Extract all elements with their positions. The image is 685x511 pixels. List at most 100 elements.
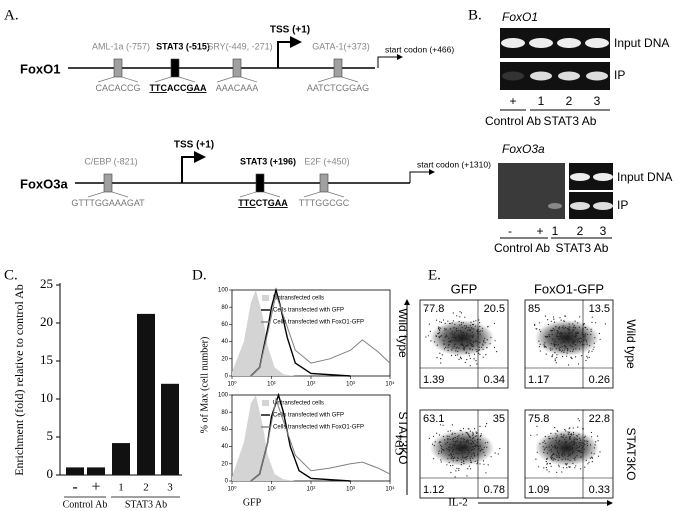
cell-dot: [552, 329, 554, 331]
cell-dot: [439, 424, 442, 426]
cell-dot: [591, 452, 593, 454]
cell-dot: [489, 343, 491, 345]
cell-dot: [447, 437, 449, 440]
cell-dot: [473, 320, 475, 322]
cell-dot: [580, 455, 582, 457]
cell-dot: [577, 338, 579, 340]
cell-dot: [551, 356, 553, 358]
cell-dot: [486, 446, 488, 448]
cell-dot: [550, 432, 552, 434]
cell-dot: [460, 324, 463, 326]
cell-dot: [450, 341, 452, 343]
cell-dot: [440, 441, 442, 443]
cell-dot: [556, 446, 559, 448]
cell-dot: [439, 352, 441, 354]
cell-dot: [471, 446, 473, 448]
cell-dot: [460, 338, 462, 340]
band: [593, 173, 613, 181]
cell-dot: [469, 335, 471, 337]
cell-dot: [588, 356, 590, 358]
cell-dot: [459, 443, 461, 445]
cell-dot: [559, 326, 561, 328]
cell-dot: [591, 457, 594, 459]
cell-dot: [479, 450, 481, 452]
cell-dot: [577, 418, 579, 420]
cell-dot: [558, 454, 560, 456]
lane-label: 2: [577, 224, 584, 238]
cell-dot: [479, 445, 481, 447]
cell-dot: [572, 342, 574, 344]
cell-dot: [566, 467, 568, 469]
fan-line: [239, 191, 257, 198]
cell-dot: [561, 349, 564, 351]
x-tick-label: -: [72, 479, 77, 496]
x-tick-label: 3: [167, 482, 173, 494]
cell-dot: [590, 328, 592, 330]
cell-dot: [454, 332, 456, 334]
cell-dot: [547, 319, 549, 321]
cell-dot: [562, 467, 565, 469]
cell-dot: [473, 328, 475, 330]
sequence-part: GAA: [268, 198, 289, 208]
cell-dot: [568, 454, 570, 456]
cell-dot: [556, 333, 558, 335]
cell-dot: [432, 435, 435, 437]
cell-dot: [454, 334, 456, 336]
cell-dot: [425, 336, 427, 338]
cell-dot: [583, 344, 585, 346]
cell-dot: [482, 356, 484, 358]
site-box: [103, 173, 113, 193]
cell-dot: [460, 464, 462, 466]
cell-dot: [560, 333, 562, 335]
cell-dot: [555, 446, 557, 448]
cell-dot: [476, 341, 478, 343]
cell-dot: [471, 453, 473, 455]
cell-dot: [583, 339, 585, 341]
cell-dot: [426, 309, 428, 311]
cell-dot: [552, 458, 554, 460]
legend-swatch: [262, 295, 269, 301]
quadrant-value: 85: [528, 303, 540, 315]
cell-dot: [483, 446, 485, 448]
cell-dot: [592, 348, 594, 350]
cell-dot: [554, 338, 556, 340]
cell-dot: [572, 451, 574, 453]
quadrant-value: 0.26: [589, 374, 610, 386]
cell-dot: [554, 459, 556, 461]
cell-dot: [456, 315, 458, 317]
cell-dot: [446, 435, 448, 437]
cell-dot: [438, 331, 441, 333]
quadrant-value: 20.5: [484, 303, 505, 315]
cell-dot: [575, 338, 577, 340]
sequence-part: TTC: [238, 198, 256, 208]
cell-dot: [497, 453, 499, 455]
site-label: E2F (+450): [304, 156, 349, 166]
y-tick-label: 5: [47, 428, 54, 443]
cell-dot: [466, 340, 468, 342]
cell-dot: [556, 354, 558, 356]
cell-dot: [458, 340, 460, 342]
cell-dot: [465, 325, 467, 327]
cell-dot: [467, 343, 469, 345]
cell-dot: [552, 454, 554, 456]
cell-dot: [566, 463, 568, 465]
y-tick-label: 100: [218, 393, 229, 399]
cell-dot: [476, 463, 478, 465]
cell-dot: [566, 338, 568, 340]
cell-dot: [464, 441, 466, 443]
cell-dot: [438, 434, 440, 436]
cell-dot: [460, 438, 462, 440]
site-sequence: AATCTCGGAG: [307, 83, 369, 93]
cell-dot: [457, 457, 459, 459]
cell-dot: [567, 431, 569, 433]
histogram-line: [250, 292, 391, 377]
cell-dot: [568, 466, 570, 468]
cell-dot: [561, 326, 564, 329]
cell-dot: [551, 348, 553, 350]
cell-dot: [579, 437, 581, 439]
cell-dot: [567, 364, 570, 366]
cell-dot: [589, 457, 592, 459]
cell-dot: [565, 446, 567, 448]
cell-dot: [440, 335, 442, 337]
cell-dot: [584, 466, 586, 468]
